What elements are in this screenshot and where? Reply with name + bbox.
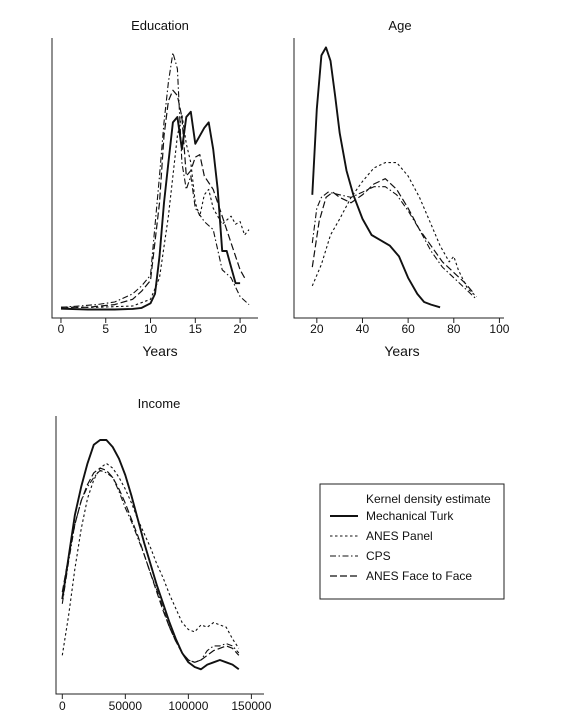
- legend-label-cps: CPS: [366, 549, 391, 563]
- legend: Kernel density estimate Mechanical Turk A…: [319, 483, 505, 600]
- age-x-tick-label: 100: [489, 322, 509, 336]
- age-x-tick-label: 20: [310, 322, 324, 336]
- education-x-tick-label: 15: [189, 322, 203, 336]
- income-series: [61, 439, 240, 671]
- age-series-anes-face-to-face: [311, 178, 475, 295]
- education-series-anes-panel: [61, 113, 250, 308]
- age-x-tick-label: 60: [401, 322, 415, 336]
- age-series-cps: [311, 186, 477, 300]
- education-series-cps: [60, 52, 250, 308]
- education-x-tick-label: 0: [58, 322, 65, 336]
- age-x-ticks: 20 40 60 80 100: [310, 318, 510, 336]
- education-x-tick-label: 10: [144, 322, 158, 336]
- income-series-mechanical-turk: [61, 439, 240, 671]
- age-x-axis-label: Years: [384, 343, 419, 359]
- income-panel-title: Income: [138, 396, 181, 411]
- education-series: [60, 52, 250, 311]
- legend-label-mechanical-turk: Mechanical Turk: [366, 509, 454, 523]
- education-panel-title: Education: [131, 18, 189, 33]
- income-x-tick-label: 100000: [168, 699, 208, 713]
- income-x-tick-label: 50000: [109, 699, 143, 713]
- income-x-tick-label: 0: [59, 699, 66, 713]
- age-panel: Age 20 40 60 80 100 Years: [293, 18, 510, 359]
- income-series-anes-face-to-face: [61, 467, 240, 663]
- education-x-ticks: 0 5 10 15 20: [58, 318, 247, 336]
- age-series-anes-panel: [311, 162, 477, 298]
- age-series-mechanical-turk: [311, 46, 441, 309]
- legend-box: [319, 483, 505, 600]
- legend-title: Kernel density estimate: [366, 492, 491, 506]
- education-panel: Education 0 5 10 15 20 Years: [51, 18, 258, 359]
- income-axes: [55, 416, 264, 695]
- legend-items: Mechanical Turk ANES Panel CPS ANES Face to…: [330, 509, 472, 583]
- education-x-tick-label: 5: [102, 322, 109, 336]
- age-x-tick-label: 80: [447, 322, 461, 336]
- age-panel-title: Age: [388, 18, 411, 33]
- age-x-tick-label: 40: [356, 322, 370, 336]
- income-series-anes-panel: [61, 462, 240, 656]
- age-series: [311, 46, 477, 309]
- age-axes: [293, 38, 504, 319]
- income-x-ticks: 0 50000 100000 150000: [59, 694, 272, 713]
- legend-label-anes-face-to-face: ANES Face to Face: [366, 569, 472, 583]
- education-x-tick-label: 20: [233, 322, 247, 336]
- education-series-anes-face-to-face: [61, 89, 246, 308]
- education-axes: [51, 38, 258, 319]
- income-x-tick-label: 150000: [231, 699, 271, 713]
- income-panel: Income 0 50000 100000 150000: [55, 396, 272, 713]
- legend-label-anes-panel: ANES Panel: [366, 529, 433, 543]
- education-series-mechanical-turk: [60, 110, 241, 311]
- education-x-axis-label: Years: [142, 343, 177, 359]
